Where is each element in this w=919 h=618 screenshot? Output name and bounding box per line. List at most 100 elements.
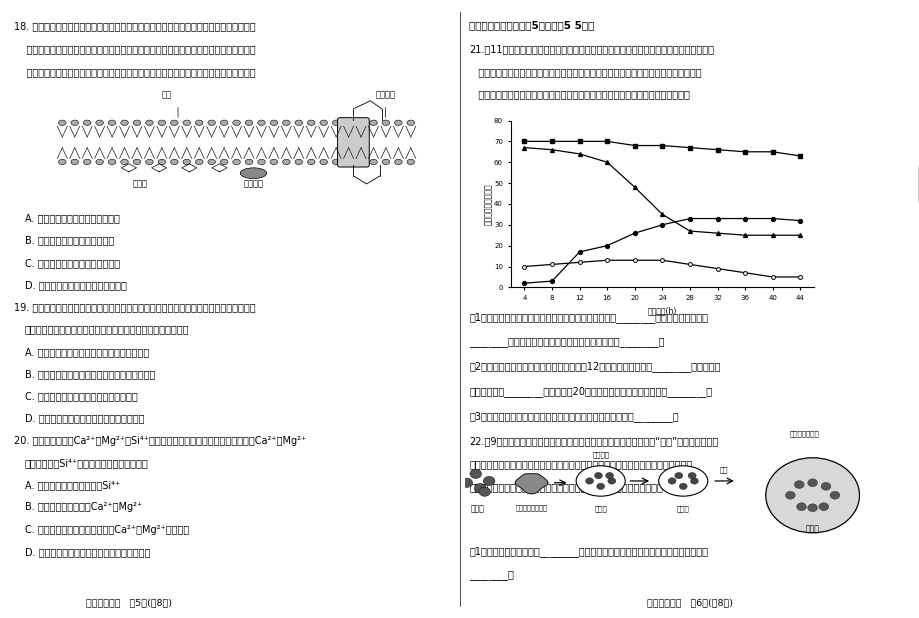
Circle shape (332, 120, 339, 125)
Text: 了小麦种子茂发过程中各种糖类含量的变化，测定结果如下图所示。请分析回答：: 了小麦种子茂发过程中各种糖类含量的变化，测定结果如下图所示。请分析回答： (469, 89, 689, 99)
Circle shape (596, 483, 604, 489)
淢糖 (518, 144, 529, 151)
Line: 总糖: 总糖 (522, 140, 801, 158)
还原糖 (573, 248, 584, 256)
Text: 统，它负责处理错误折叠蛋白，部分错误折叠蛋白的处理过程如下图所示。: 统，它负责处理错误折叠蛋白，部分错误折叠蛋白的处理过程如下图所示。 (469, 483, 663, 493)
Text: （1）伴侣蛋白可能存在于________（细胞器）中，它的作用是保证蛋白质具有正常的: （1）伴侣蛋白可能存在于________（细胞器）中，它的作用是保证蛋白质具有正… (469, 546, 708, 557)
Text: C. 水稻细胞对水的吸收量大于对Ca²⁺、Mg²⁺的吸收量: C. 水稻细胞对水的吸收量大于对Ca²⁺、Mg²⁺的吸收量 (25, 525, 189, 535)
Circle shape (120, 120, 128, 125)
Text: ________。: ________。 (469, 570, 514, 580)
Circle shape (829, 491, 839, 499)
Circle shape (345, 120, 352, 125)
总糖 (656, 142, 667, 149)
Text: 自噬泡: 自噬泡 (676, 506, 689, 512)
FancyBboxPatch shape (337, 117, 369, 167)
总糖 (629, 142, 640, 149)
还原糖 (684, 215, 695, 222)
总糖 (518, 138, 529, 145)
Circle shape (96, 159, 103, 164)
淢糖 (711, 229, 722, 237)
淢糖 (794, 232, 805, 239)
Text: 自噬体膜: 自噬体膜 (592, 451, 608, 458)
Circle shape (257, 120, 265, 125)
Text: C. 破坏胆固醇会导致脊笻结构解体: C. 破坏胆固醇会导致脊笻结构解体 (25, 258, 119, 268)
淢糖 (684, 227, 695, 235)
Circle shape (584, 478, 593, 484)
Circle shape (195, 120, 203, 125)
Text: 三、非选择题：本题共5小题，共5 5分。: 三、非选择题：本题共5小题，共5 5分。 (469, 20, 594, 30)
Text: （2）根据上图检测结果分析，小麦种子茂发12小时后，还原糖的量________，发生这一: （2）根据上图检测结果分析，小麦种子茂发12小时后，还原糖的量________，… (469, 362, 720, 373)
总糖 (546, 138, 557, 145)
Circle shape (470, 469, 481, 478)
Text: B. 水稻细胞几乎不吸收Ca²⁺、Mg²⁺: B. 水稻细胞几乎不吸收Ca²⁺、Mg²⁺ (25, 502, 142, 512)
Circle shape (145, 120, 153, 125)
Text: 自噬体: 自噬体 (594, 506, 607, 512)
总糖 (601, 138, 612, 145)
Circle shape (282, 120, 289, 125)
Text: 锁定蛋白: 锁定蛋白 (244, 179, 263, 188)
总糖 (711, 146, 722, 153)
Text: 19. 液泡中含有色素，其中的糖类、盐类等物质的浓度也很高，液泡中还含有各种酸性水解: 19. 液泡中含有色素，其中的糖类、盐类等物质的浓度也很高，液泡中还含有各种酸性… (14, 302, 255, 312)
Circle shape (607, 478, 615, 484)
Text: 要能源物质，为植物生长、发育提供必需的能量，是一切生命活动的基础。有学者研究: 要能源物质，为植物生长、发育提供必需的能量，是一切生命活动的基础。有学者研究 (469, 67, 701, 77)
Legend: 还原糖, 蕊糖, 淢糖, 总糖: 还原糖, 蕊糖, 淢糖, 总糖 (918, 164, 919, 203)
Circle shape (257, 159, 265, 164)
Text: 21.（11分）植物的生长发育和产量在很大程度上取决于种子的质量，糖类是生命活动的主: 21.（11分）植物的生长发育和产量在很大程度上取决于种子的质量，糖类是生命活动… (469, 44, 713, 54)
Text: 高一生物试题   第6页(共8页): 高一生物试题 第6页(共8页) (646, 598, 732, 607)
Text: D. 水稻细胞对不同物质的吸收是具有选择性的: D. 水稻细胞对不同物质的吸收是具有选择性的 (25, 547, 150, 557)
Text: 变化的原因是________。种子茂发20小时后，蕊糖含量下降的原因是________。: 变化的原因是________。种子茂发20小时后，蕊糖含量下降的原因是_____… (469, 386, 711, 397)
总糖 (573, 138, 584, 145)
Circle shape (394, 120, 402, 125)
Circle shape (594, 472, 602, 479)
Circle shape (460, 478, 472, 488)
还原糖 (656, 221, 667, 229)
Text: ________试剂，此试剂与还原糖反应的条件与现象是________。: ________试剂，此试剂与还原糖反应的条件与现象是________。 (469, 337, 664, 347)
Circle shape (233, 159, 240, 164)
Circle shape (678, 483, 686, 489)
Text: D. 植物细胞中液泡与维持细胞的渗透压有关: D. 植物细胞中液泡与维持细胞的渗透压有关 (25, 413, 144, 423)
Ellipse shape (240, 168, 267, 179)
Text: 融合: 融合 (720, 467, 728, 473)
蕊糖 (601, 256, 612, 264)
Text: A. 液泡中的色素是植物进行光合作用所必需的: A. 液泡中的色素是植物进行光合作用所必需的 (25, 347, 149, 357)
Circle shape (245, 120, 253, 125)
Text: B. 高浓度糖类和盐类等有利于植物细胞保持坚挺: B. 高浓度糖类和盐类等有利于植物细胞保持坚挺 (25, 369, 155, 379)
Text: C. 酸性水解酶是由液泡中的核糖体合成的: C. 酸性水解酶是由液泡中的核糖体合成的 (25, 391, 138, 401)
还原糖 (766, 215, 777, 222)
Circle shape (357, 159, 365, 164)
Circle shape (406, 120, 414, 125)
Circle shape (818, 503, 828, 510)
Circle shape (479, 487, 490, 496)
Circle shape (474, 483, 485, 493)
蕊糖 (794, 273, 805, 281)
Circle shape (59, 159, 66, 164)
Text: 高一生物试题   第5页(共8页): 高一生物试题 第5页(共8页) (85, 598, 172, 607)
蕊糖 (766, 273, 777, 281)
Text: 的功能主要是识别并结合没有折叠好的蛋白质，使其发生正确的折叠；第二个是回收系: 的功能主要是识别并结合没有折叠好的蛋白质，使其发生正确的折叠；第二个是回收系 (469, 459, 692, 469)
Text: 溶酶体: 溶酶体 (805, 525, 819, 533)
Circle shape (96, 120, 103, 125)
淢糖 (656, 211, 667, 218)
Circle shape (381, 159, 390, 164)
Ellipse shape (658, 466, 707, 496)
Text: 在溶酶体中降解: 在溶酶体中降解 (789, 431, 819, 437)
还原糖 (739, 215, 750, 222)
X-axis label: 茂发时间(h): 茂发时间(h) (647, 307, 676, 316)
Circle shape (369, 159, 377, 164)
Line: 还原糖: 还原糖 (522, 216, 801, 285)
Text: 某些蛋白质，形成一些特异蛋白质聚集的区域。结构模型如下图所示，下列叙述正确的是: 某些蛋白质，形成一些特异蛋白质聚集的区域。结构模型如下图所示，下列叙述正确的是 (14, 67, 255, 77)
蕊糖 (739, 269, 750, 276)
还原糖 (601, 242, 612, 249)
蕊糖 (684, 261, 695, 268)
Circle shape (145, 159, 153, 164)
Circle shape (307, 120, 314, 125)
Text: D. 脊笻可能与细胞间的信息传递有关: D. 脊笻可能与细胞间的信息传递有关 (25, 280, 127, 290)
Circle shape (245, 159, 253, 164)
Circle shape (208, 159, 215, 164)
Circle shape (208, 120, 215, 125)
Circle shape (108, 120, 116, 125)
淢糖 (573, 150, 584, 158)
Circle shape (282, 159, 289, 164)
蕊糖 (546, 261, 557, 268)
Circle shape (807, 504, 817, 512)
